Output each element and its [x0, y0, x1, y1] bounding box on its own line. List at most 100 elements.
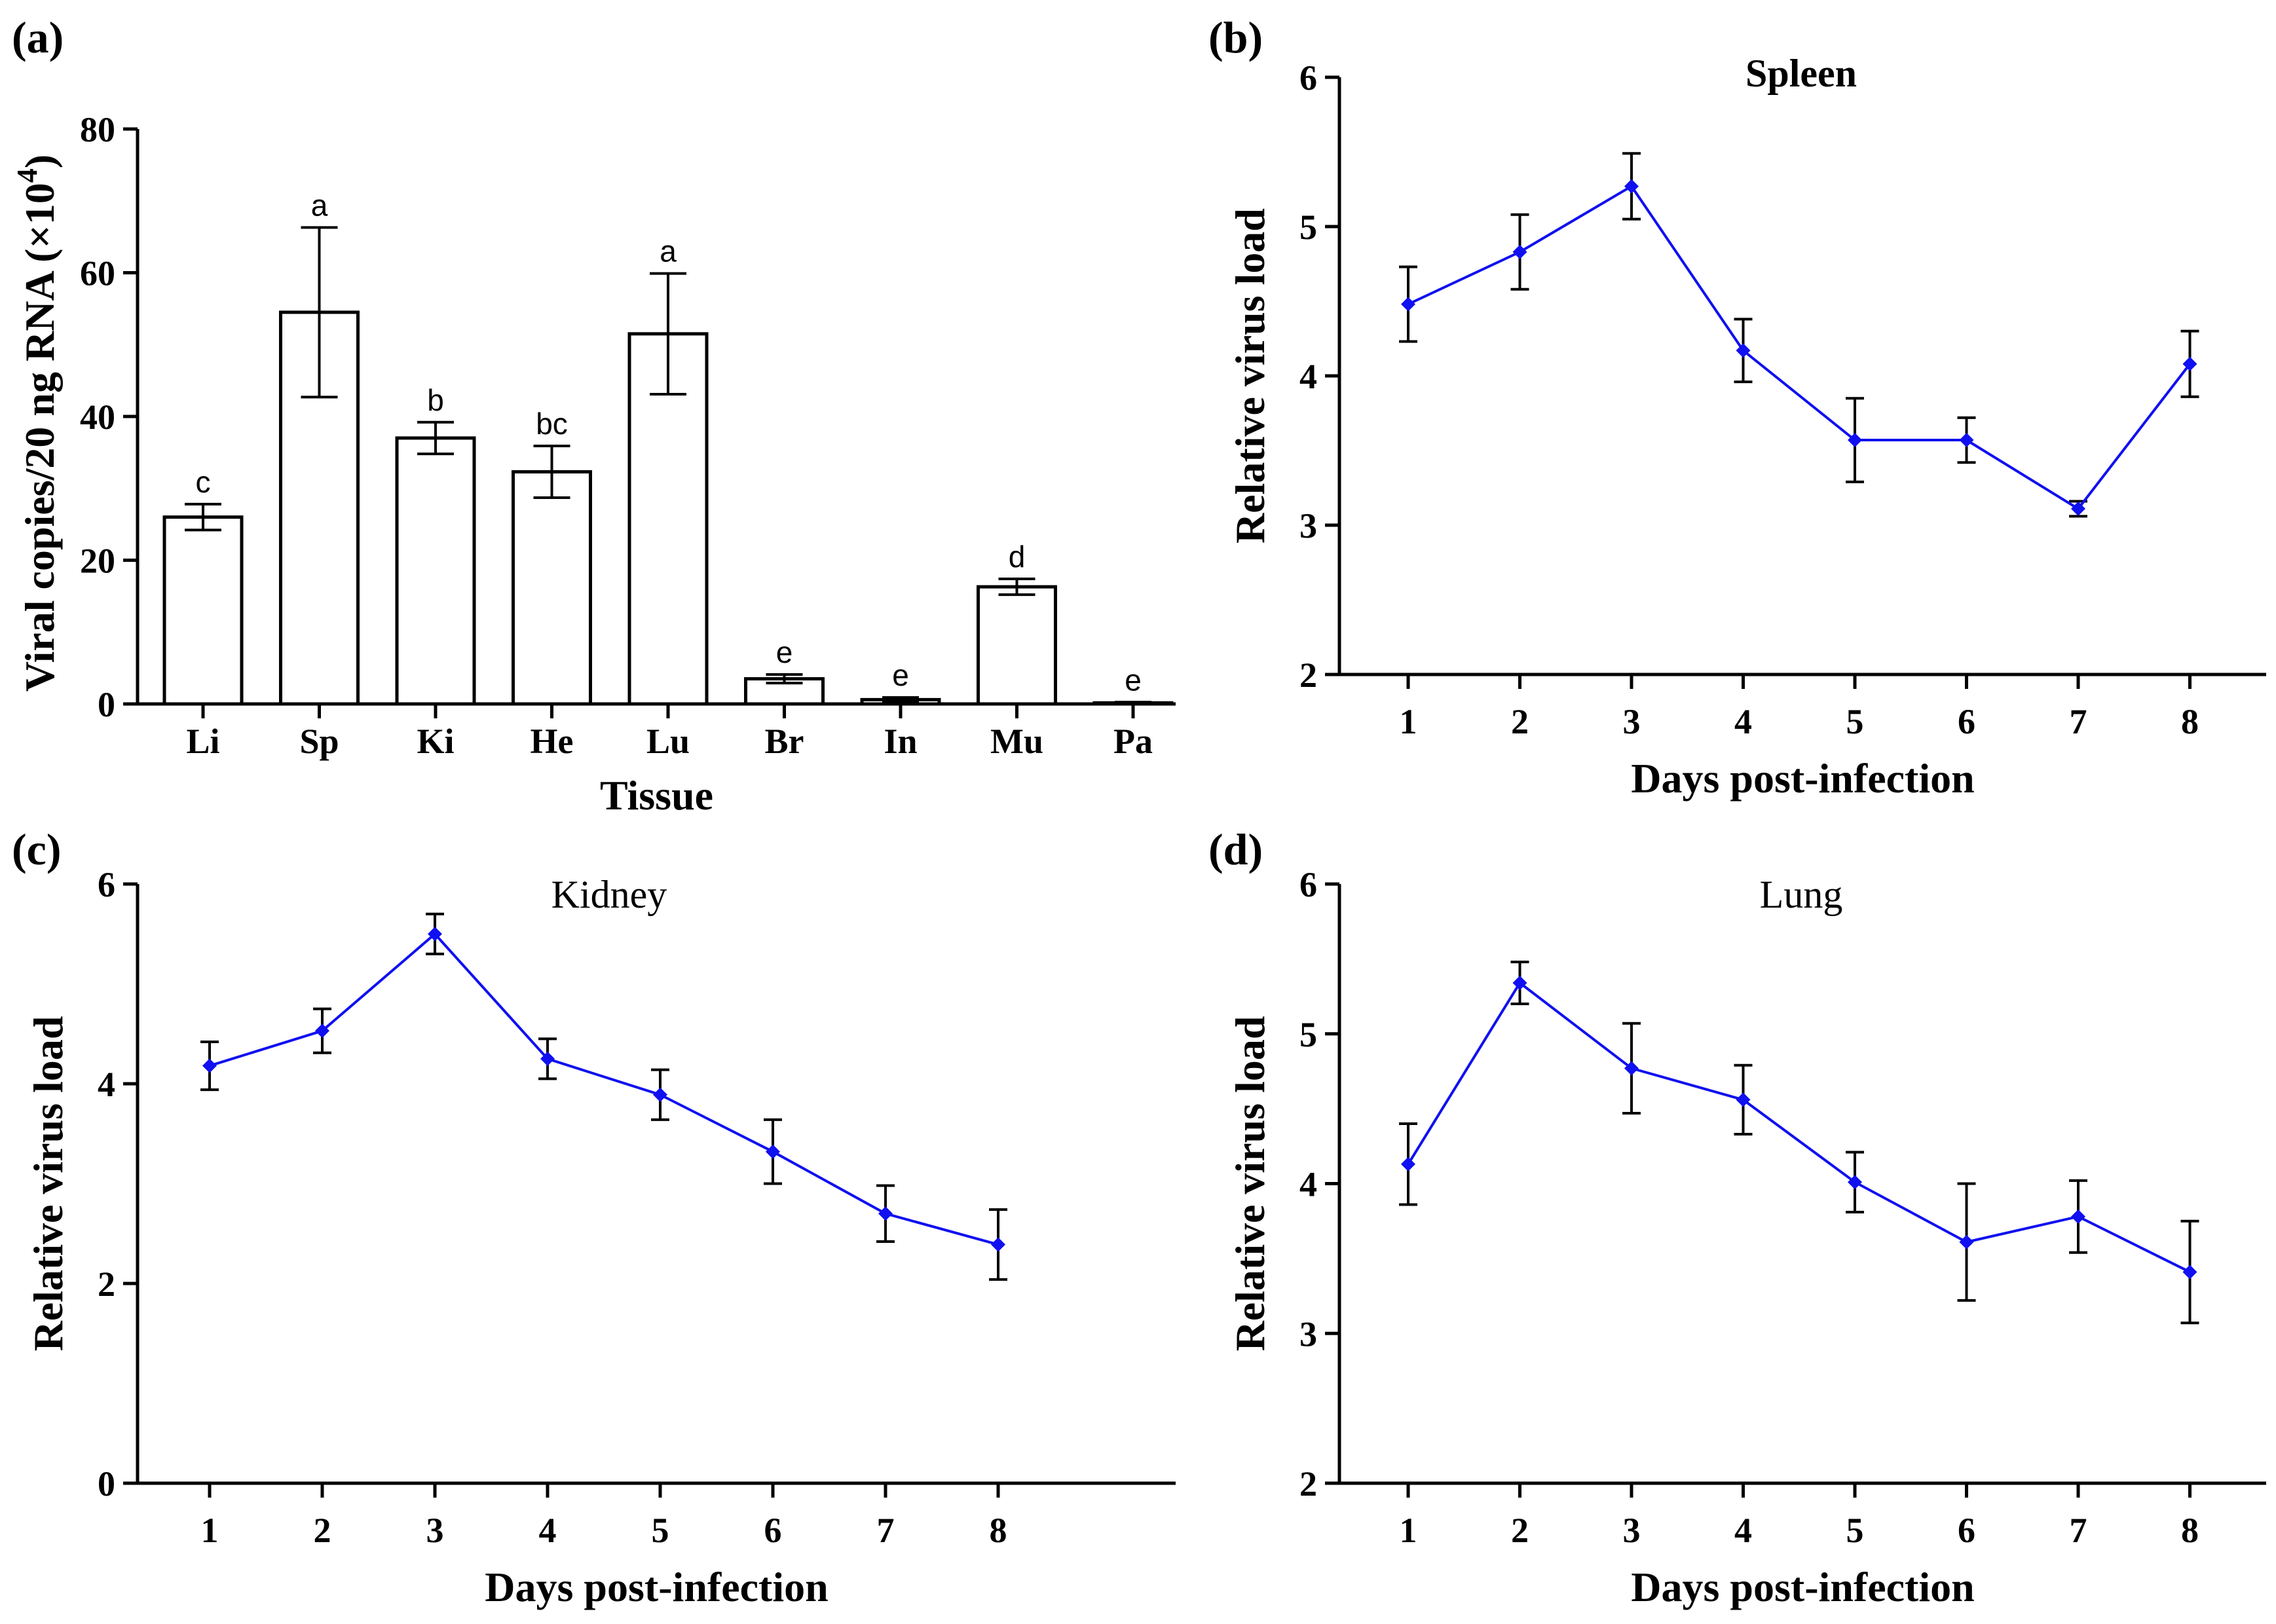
significance-letter: b [427, 383, 444, 417]
panel-d: (d) Lung 2 3 4 5 6 Relative virus load Days post… [1208, 824, 2266, 1610]
x-tick-label: He [531, 722, 574, 761]
x-tick-label: 7 [2070, 702, 2087, 741]
data-point [1512, 244, 1527, 259]
y-tick-label: 4 [1299, 1165, 1317, 1204]
bar [162, 515, 244, 706]
x-tick-label: Br [765, 722, 804, 761]
panel-label: (c) [12, 824, 61, 874]
panel-label: (d) [1208, 824, 1263, 874]
x-tick-label: 5 [652, 1511, 669, 1550]
data-point [878, 1206, 893, 1221]
x-tick-label: In [884, 722, 917, 761]
y-axis-title: Viral copies/20 ng RNA (×104) [11, 155, 63, 692]
y-tick-label: 6 [98, 865, 115, 904]
x-tick-label: 2 [314, 1511, 331, 1550]
y-tick-label: 6 [1299, 58, 1317, 98]
x-tick-label: 6 [764, 1511, 782, 1550]
data-point [1624, 179, 1639, 194]
y-axis-title: Relative virus load [25, 1016, 71, 1352]
x-tick-label: 5 [1846, 1511, 1864, 1550]
bar [627, 332, 709, 706]
significance-letter: e [1125, 663, 1142, 697]
data-point [2182, 1264, 2197, 1280]
y-tick-label: 4 [98, 1065, 115, 1104]
data-point [1512, 975, 1527, 990]
x-tick-label: 6 [1958, 1511, 1975, 1550]
y-tick-label: 60 [80, 254, 115, 293]
y-axis-title-end: ) [16, 155, 63, 168]
y-tick-label: 2 [1299, 1464, 1317, 1504]
x-axis-title: Days post-infection [1631, 1564, 1974, 1610]
data-point [1736, 343, 1751, 358]
x-axis-title: Tissue [600, 772, 713, 819]
significance-letter: bc [536, 407, 568, 441]
y-tick-label: 3 [1299, 1314, 1317, 1354]
chart-title: Kidney [551, 873, 667, 916]
data-point [766, 1144, 780, 1159]
bar [395, 436, 476, 706]
x-tick-label: 7 [2070, 1511, 2087, 1550]
panel-b: (b) Spleen 2 3 4 5 6 Relative virus load Days po… [1208, 12, 2266, 802]
data-point [991, 1237, 1005, 1252]
chart-title: Spleen [1745, 52, 1857, 95]
data-point [202, 1058, 217, 1073]
bar [512, 470, 592, 706]
panel-label: (a) [12, 12, 64, 62]
x-tick-label: 6 [1958, 702, 1975, 741]
x-tick-label: Pa [1113, 722, 1153, 761]
significance-letter: a [660, 234, 677, 268]
x-tick-label: 4 [1734, 1511, 1752, 1550]
data-point [1848, 1175, 1862, 1190]
data-point [1959, 1234, 1974, 1249]
panel-c: (c) Kidney 0 2 4 6 Relative virus load Days pos… [12, 824, 1176, 1610]
x-axis-title: Days post-infection [485, 1564, 828, 1610]
y-axis-title: Relative virus load [1227, 208, 1273, 544]
x-tick-label: 3 [426, 1511, 444, 1550]
x-tick-label: Ki [417, 722, 454, 761]
x-tick-label: Sp [299, 722, 339, 761]
data-point [540, 1051, 555, 1066]
x-tick-label: 2 [1511, 1511, 1529, 1550]
x-tick-label: 8 [2181, 702, 2199, 741]
y-tick-label: 4 [1299, 357, 1317, 396]
data-point [1624, 1061, 1639, 1076]
data-point [315, 1024, 329, 1039]
significance-letter: c [196, 465, 211, 499]
x-tick-label: 4 [1734, 702, 1752, 741]
data-point [1736, 1092, 1751, 1107]
x-tick-label: 1 [1400, 1511, 1417, 1550]
significance-letter: a [311, 188, 328, 222]
x-tick-label: 5 [1846, 702, 1864, 741]
data-point [1848, 433, 1862, 448]
x-tick-label: Mu [990, 722, 1043, 761]
series-line [1408, 184, 2192, 511]
x-tick-label: 1 [1400, 702, 1417, 741]
series-line [1407, 981, 2191, 1274]
x-tick-label: 3 [1623, 702, 1641, 741]
x-tick-label: 7 [877, 1511, 895, 1550]
x-tick-label: 2 [1511, 702, 1529, 741]
y-tick-label: 5 [1299, 208, 1317, 247]
data-point [653, 1087, 667, 1102]
x-tick-label: 8 [2181, 1511, 2199, 1550]
y-tick-label: 40 [80, 397, 115, 437]
x-tick-label: Li [186, 722, 219, 761]
panel-label: (b) [1208, 12, 1263, 62]
x-tick-label: 1 [201, 1511, 219, 1550]
significance-letter: e [892, 658, 909, 692]
y-tick-label: 0 [98, 1464, 115, 1504]
bar [977, 585, 1057, 706]
x-axis-title: Days post-infection [1631, 755, 1974, 802]
panel-a: (a) 0 20 40 60 80 Viral copies/20 ng RNA (×104… [11, 12, 1176, 819]
data-point [1959, 433, 1974, 448]
series-line [209, 932, 999, 1246]
x-tick-label: Lu [646, 722, 690, 761]
data-point [2071, 1209, 2085, 1224]
significance-letter: e [776, 635, 793, 669]
y-tick-label: 5 [1299, 1015, 1317, 1054]
y-axis-title: Relative virus load [1227, 1016, 1273, 1352]
data-point [428, 927, 442, 942]
y-tick-label: 0 [98, 685, 115, 724]
y-axis-title-main: Viral copies/20 ng RNA (×10 [16, 183, 63, 692]
